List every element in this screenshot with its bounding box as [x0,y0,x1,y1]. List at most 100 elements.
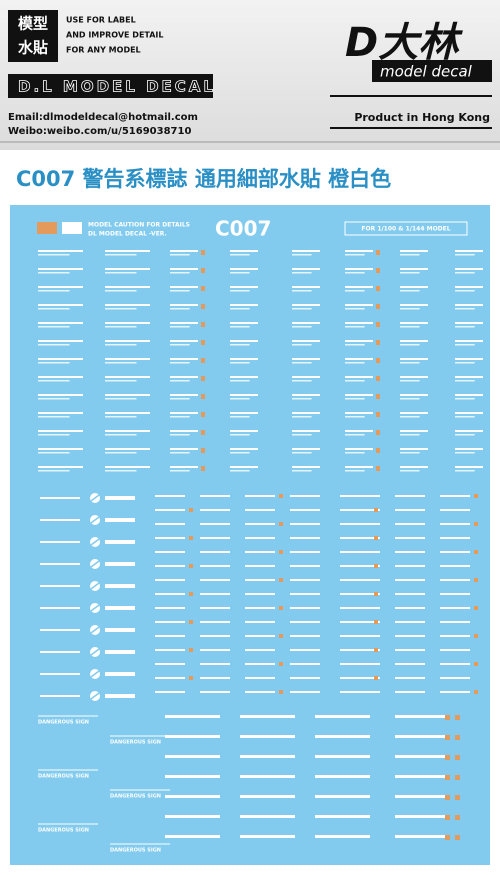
decal [170,322,198,324]
sign-label: DANGEROUS SIGN [38,828,89,834]
decal [395,593,425,595]
decal [315,835,370,838]
decal [230,272,250,274]
decal [455,398,475,400]
decal [105,362,137,364]
decal [200,607,230,609]
decal [38,430,83,432]
decal [245,565,275,567]
decal [376,394,380,399]
decal [340,579,380,581]
decal [455,250,483,252]
decal [170,304,198,306]
decal [40,607,80,609]
decal [170,268,198,270]
decal [376,412,380,417]
decal [230,394,258,396]
decal [455,376,483,378]
decal [38,376,83,378]
decal [345,412,373,414]
decal [474,550,478,554]
decal [230,304,258,306]
decal [395,795,450,798]
decal [345,452,365,454]
decal [315,715,370,718]
decal [340,551,380,553]
decal [400,416,420,418]
decal [105,466,150,468]
decal [155,579,185,581]
decal [170,326,190,328]
decal [230,466,258,468]
decal [340,537,380,539]
decal [395,523,425,525]
decal [395,815,450,818]
badge [8,10,58,62]
decal [400,268,428,270]
sign-label: DANGEROUS SIGN [38,774,89,780]
decal [189,536,193,540]
decal [345,340,373,342]
decal [455,286,483,288]
decal [38,466,83,468]
decal [240,715,295,718]
decal [395,551,425,553]
decal [155,649,185,651]
decal [345,344,365,346]
decal [440,579,470,581]
decal [345,448,373,450]
decal [374,564,378,568]
decal [400,272,420,274]
decal [374,536,378,540]
decal [230,448,258,450]
decal [279,494,283,498]
decal [245,607,275,609]
caption: MODEL CAUTION FOR DETAILS [88,222,190,229]
decal [440,607,470,609]
decal [90,670,100,678]
decal [455,735,460,740]
decal [400,322,428,324]
decal [40,519,80,521]
decal [340,663,380,665]
decal [455,412,483,414]
decal [395,579,425,581]
decal [170,430,198,432]
swatch [62,222,82,234]
decal [170,308,190,310]
decal [155,495,185,497]
weibo: Weibo:weibo.com/u/5169038710 [8,126,191,137]
decal [395,495,425,497]
decal [345,322,373,324]
decal [290,565,320,567]
decal [170,376,198,378]
decal [395,649,425,651]
decal [290,621,320,623]
decal [395,509,425,511]
decal [200,649,230,651]
decal [292,434,312,436]
badge-text: 模型 [18,15,48,33]
decal [345,308,365,310]
decal [165,795,220,798]
decal [38,308,70,310]
decal [105,694,135,698]
decal [474,578,478,582]
decal [230,470,250,472]
decal [240,735,295,738]
decal [40,651,80,653]
decal [105,376,150,378]
decal [340,607,380,609]
decal [292,254,312,256]
decal [455,290,475,292]
caption: DL MODEL DECAL -VER. [88,231,167,238]
decal [400,434,420,436]
decal [292,430,320,432]
brand-band [8,74,213,98]
decal [345,398,365,400]
decal [170,344,190,346]
decal [345,430,373,432]
decal [105,290,137,292]
